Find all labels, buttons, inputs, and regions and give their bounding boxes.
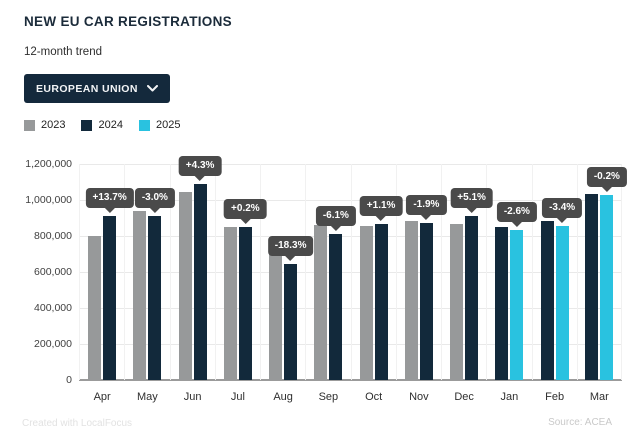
month-group-apr: +13.7% Apr xyxy=(79,164,134,403)
pct-change-label-dec: +5.1% xyxy=(450,188,493,208)
month-group-jul: +0.2% Jul xyxy=(214,164,267,403)
x-axis-label-dec: Dec xyxy=(454,391,474,403)
x-axis-label-jun: Jun xyxy=(183,391,202,403)
y-axis-tick-label: 600,000 xyxy=(34,266,72,278)
bar-2024-jan[interactable] xyxy=(495,226,509,380)
bar-2024-feb[interactable] xyxy=(540,220,554,380)
bar-2024-nov[interactable] xyxy=(419,223,433,380)
x-axis-label-may: May xyxy=(136,391,158,403)
pct-change-label-jul: +0.2% xyxy=(224,198,267,219)
x-axis-label-sep: Sep xyxy=(318,391,339,403)
month-group-oct: +1.1% Oct xyxy=(350,164,403,403)
chart-subtitle: 12-month trend xyxy=(24,46,102,58)
legend-swatch-2025 xyxy=(138,119,150,131)
y-axis-tick-label: 800,000 xyxy=(34,230,72,242)
plot-area: +13.7% Apr -3.0% May +4.3% Jun +0.2% Jul -18.3% A… xyxy=(79,155,627,403)
x-axis-label-jul: Jul xyxy=(230,391,245,403)
legend-label-2025: 2025 xyxy=(155,119,181,131)
bar-2024-aug[interactable] xyxy=(284,264,298,380)
chevron-down-icon xyxy=(146,85,158,92)
bar-2023-jul[interactable] xyxy=(223,226,237,380)
x-axis-label-jan: Jan xyxy=(500,391,519,403)
month-group-sep: -6.1% Sep xyxy=(305,164,356,403)
source-credit: Source: ACEA xyxy=(548,417,612,428)
bar-2023-nov[interactable] xyxy=(404,220,418,380)
y-axis-tick-label: 200,000 xyxy=(34,338,72,350)
bar-2024-jun[interactable] xyxy=(193,183,207,380)
legend-swatch-2024 xyxy=(81,119,93,131)
y-axis-tick-label: 0 xyxy=(66,374,72,386)
bar-2024-oct[interactable] xyxy=(374,224,388,380)
month-group-jan: -2.6% Jan xyxy=(486,164,537,403)
bar-2023-jun[interactable] xyxy=(178,191,192,380)
x-axis-label-apr: Apr xyxy=(93,391,111,403)
pct-change-label-nov: -1.9% xyxy=(406,195,447,216)
pct-change-label-feb: -3.4% xyxy=(542,198,583,219)
bar-2023-apr[interactable] xyxy=(88,235,102,380)
month-group-dec: +5.1% Dec xyxy=(441,164,493,403)
bar-2025-jan[interactable] xyxy=(510,230,524,380)
legend-label-2024: 2024 xyxy=(98,119,123,131)
bar-2025-mar[interactable] xyxy=(600,194,614,380)
bar-2024-may[interactable] xyxy=(148,216,162,380)
x-axis-label-feb: Feb xyxy=(545,391,565,403)
month-group-jun: +4.3% Jun xyxy=(169,155,222,403)
legend-label-2023: 2023 xyxy=(41,119,66,131)
pct-change-label-jan: -2.6% xyxy=(496,202,537,223)
bar-2023-may[interactable] xyxy=(133,211,147,380)
legend-item-2023[interactable]: 2023 xyxy=(24,119,65,131)
bar-2023-dec[interactable] xyxy=(450,223,464,380)
bar-2024-sep[interactable] xyxy=(329,234,343,380)
bar-2025-feb[interactable] xyxy=(555,226,569,380)
bar-2024-mar[interactable] xyxy=(585,194,599,380)
bar-2023-sep[interactable] xyxy=(314,225,328,380)
pct-change-label-oct: +1.1% xyxy=(359,196,403,217)
legend-item-2025[interactable]: 2025 xyxy=(138,119,181,131)
x-axis-label-aug: Aug xyxy=(273,391,293,403)
page-title: NEW EU CAR REGISTRATIONS xyxy=(24,14,232,29)
region-selector-dropdown[interactable]: EUROPEAN UNION xyxy=(24,74,170,103)
month-group-feb: -3.4% Feb xyxy=(531,164,583,403)
bar-2024-jul[interactable] xyxy=(238,226,252,380)
y-axis-tick-label: 1,000,000 xyxy=(25,194,72,206)
bar-2024-apr[interactable] xyxy=(103,215,117,380)
x-axis-label-mar: Mar xyxy=(589,391,609,403)
pct-change-label-may: -3.0% xyxy=(134,188,175,208)
pct-change-label-jun: +4.3% xyxy=(178,155,222,176)
region-selector-label: EUROPEAN UNION xyxy=(36,82,138,95)
pct-change-label-aug: -18.3% xyxy=(267,236,314,257)
bar-2023-aug[interactable] xyxy=(269,238,283,380)
month-group-may: -3.0% May xyxy=(124,164,175,403)
x-axis-label-nov: Nov xyxy=(409,391,429,403)
pct-change-label-mar: -0.2% xyxy=(586,166,627,187)
bar-chart: +13.7% Apr -3.0% May +4.3% Jun +0.2% Jul -18.3% A… xyxy=(0,155,640,403)
bar-2024-dec[interactable] xyxy=(465,216,479,380)
x-axis-label-oct: Oct xyxy=(365,391,383,403)
y-axis-tick-label: 400,000 xyxy=(34,302,72,314)
legend: 2023 2024 2025 xyxy=(24,119,180,131)
legend-swatch-2023 xyxy=(24,119,35,131)
bar-2023-oct[interactable] xyxy=(359,226,373,380)
month-group-mar: -0.2% Mar xyxy=(576,164,627,403)
month-group-aug: -18.3% Aug xyxy=(260,164,314,403)
pct-change-label-sep: -6.1% xyxy=(315,206,356,227)
x-axis-line xyxy=(79,379,622,381)
created-with-credit: Created with LocalFocus xyxy=(22,418,133,429)
pct-change-label-apr: +13.7% xyxy=(85,187,134,208)
y-axis-tick-label: 1,200,000 xyxy=(25,158,72,170)
month-group-nov: -1.9% Nov xyxy=(395,164,447,403)
legend-item-2024[interactable]: 2024 xyxy=(81,119,123,131)
